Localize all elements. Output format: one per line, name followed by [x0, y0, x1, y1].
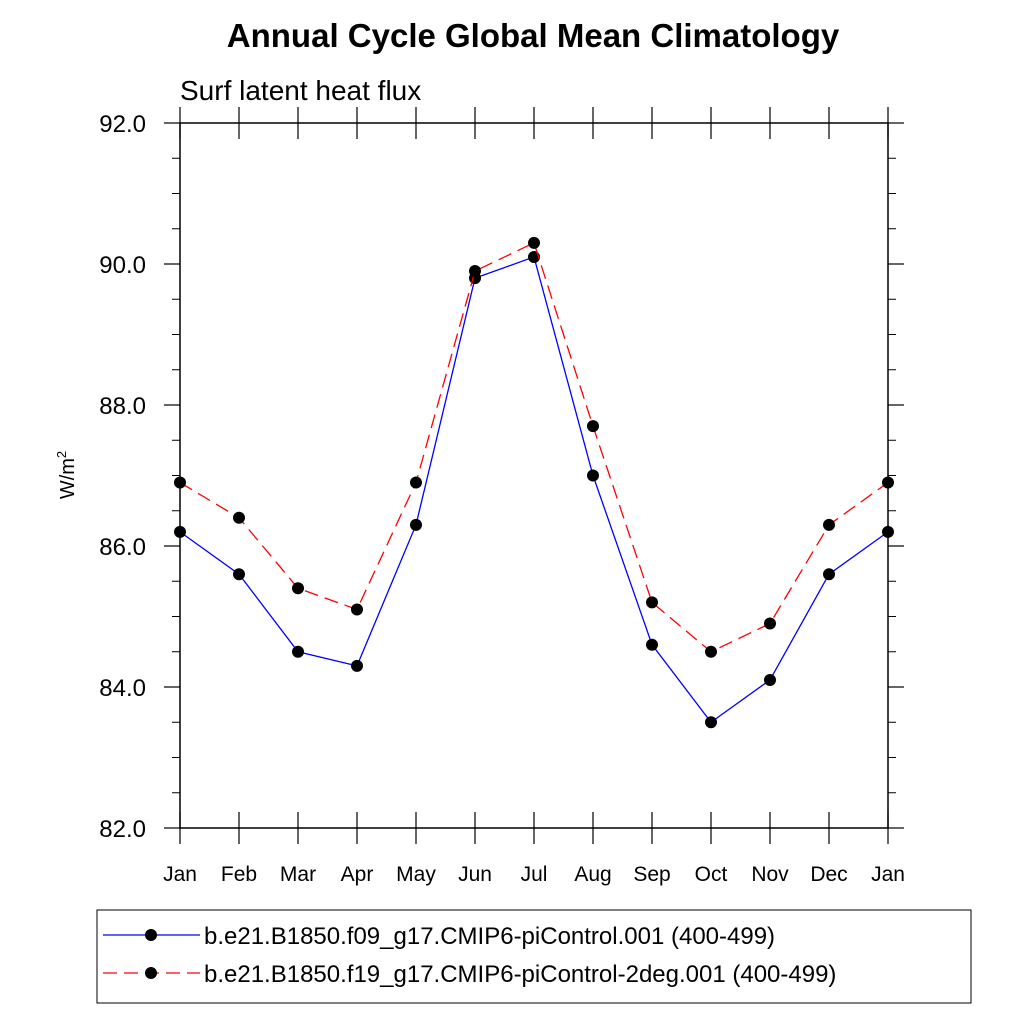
data-point [646, 596, 658, 609]
y-tick-label: 84.0 [99, 675, 146, 702]
data-point [174, 525, 186, 538]
data-point [705, 716, 717, 729]
legend-entry-1: b.e21.B1850.f09_g17.CMIP6-piControl.001 … [103, 923, 775, 950]
x-tick-label: Oct [695, 863, 728, 886]
x-tick-label: Jan [163, 863, 197, 886]
data-point [587, 420, 599, 433]
plot-frame [179, 122, 889, 829]
series-1 [174, 250, 894, 729]
data-point [764, 673, 776, 686]
data-point [882, 476, 894, 489]
x-tick-label: Jul [521, 863, 548, 886]
data-point [646, 638, 658, 651]
legend-label: b.e21.B1850.f09_g17.CMIP6-piControl.001 … [204, 923, 775, 950]
series-layer [174, 236, 894, 729]
y-tick-labels: 82.0 84.0 86.0 88.0 90.0 92.0 [99, 111, 146, 843]
data-point [528, 236, 540, 249]
data-point [469, 265, 481, 278]
y-tick-label: 90.0 [99, 252, 146, 279]
data-point [292, 582, 304, 595]
legend-entry-2: b.e21.B1850.f19_g17.CMIP6-piControl-2deg… [103, 961, 836, 988]
legend-entries: b.e21.B1850.f09_g17.CMIP6-piControl.001 … [103, 923, 836, 988]
data-point [823, 518, 835, 531]
data-point [882, 525, 894, 538]
x-tick-label: Mar [280, 863, 316, 886]
y-tick-label: 88.0 [99, 393, 146, 420]
y-tick-label: 92.0 [99, 111, 146, 138]
data-point [587, 469, 599, 482]
x-tick-labels: Jan Feb Mar Apr May Jun Jul Aug Sep Oct Nov Dec Jan [163, 863, 905, 886]
legend-marker [145, 967, 157, 979]
x-tick-label: Nov [751, 863, 789, 886]
chart-title: Annual Cycle Global Mean Climatology [227, 17, 840, 54]
x-tick-label: Apr [341, 863, 374, 886]
y-axis-label: W/m2 [54, 451, 79, 499]
y-axis-label-text: W/m [57, 458, 79, 499]
legend-box [96, 909, 972, 1004]
y-tick-label: 86.0 [99, 534, 146, 561]
legend-label: b.e21.B1850.f19_g17.CMIP6-piControl-2deg… [204, 961, 836, 988]
x-tick-label: Jun [458, 863, 492, 886]
data-point [292, 645, 304, 658]
data-point [764, 617, 776, 630]
y-axis-label-superscript: 2 [54, 451, 69, 458]
x-tick-label: Feb [221, 863, 257, 886]
data-point [351, 659, 363, 672]
data-point [705, 645, 717, 658]
x-tick-label: Aug [574, 863, 611, 886]
data-point [174, 476, 186, 489]
data-point [233, 511, 245, 524]
x-tick-label: May [396, 863, 436, 886]
legend: b.e21.B1850.f09_g17.CMIP6-piControl.001 … [96, 909, 972, 1004]
data-point [410, 476, 422, 489]
x-tick-label: Sep [633, 863, 670, 886]
legend-marker [145, 929, 157, 941]
series-2 [174, 236, 894, 658]
y-tick-label: 82.0 [99, 816, 146, 843]
x-tick-label: Dec [810, 863, 847, 886]
x-tick-label: Jan [871, 863, 905, 886]
data-point [351, 603, 363, 616]
data-point [823, 568, 835, 581]
chart-subtitle: Surf latent heat flux [180, 75, 421, 106]
data-point [233, 568, 245, 581]
data-point [410, 518, 422, 531]
